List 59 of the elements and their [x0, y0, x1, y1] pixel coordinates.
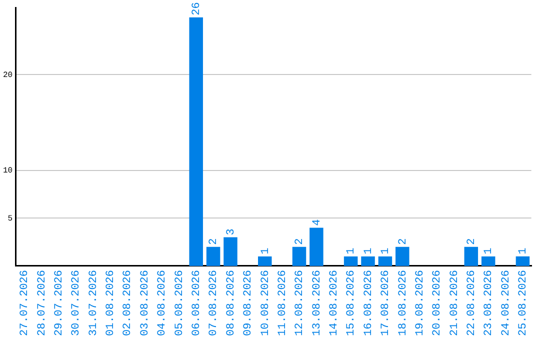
- x-tick-label: 02.08.2026: [122, 270, 134, 336]
- data-label: 2: [208, 238, 220, 245]
- data-label: 2: [397, 238, 410, 245]
- x-tick-label: 23.08.2026: [483, 270, 496, 336]
- x-tick-label: 05.08.2026: [174, 270, 186, 336]
- x-tick-label: 30.07.2026: [70, 270, 83, 336]
- x-tick-label: 14.08.2026: [328, 270, 341, 336]
- x-tick-label: 11.08.2026: [276, 270, 289, 336]
- data-label: 1: [380, 247, 392, 254]
- x-tick-label: 16.08.2026: [362, 270, 375, 336]
- data-label: 4: [311, 218, 324, 226]
- x-tick-label: 03.08.2026: [139, 270, 152, 336]
- x-tick-label: 10.08.2026: [260, 270, 272, 336]
- bar: [344, 256, 358, 266]
- x-tick-label: 15.08.2026: [346, 270, 358, 336]
- bar: [206, 246, 220, 266]
- x-tick-label: 21.08.2026: [448, 270, 461, 336]
- data-label: 1: [362, 247, 375, 254]
- x-tick-label: 27.07.2026: [19, 270, 32, 336]
- bar: [481, 256, 496, 266]
- data-label: 2: [294, 238, 306, 245]
- bar: [310, 228, 324, 266]
- data-label: 1: [483, 247, 496, 254]
- bar: [516, 256, 530, 266]
- x-tick-label: 28.07.2026: [36, 270, 48, 336]
- y-tick-label: 5: [8, 214, 13, 224]
- x-tick-label: 18.08.2026: [397, 270, 410, 336]
- y-tick-label: 10: [2, 166, 13, 176]
- data-label: 1: [346, 247, 358, 254]
- x-tick-label: 01.08.2026: [105, 270, 118, 336]
- x-tick-label: 22.08.2026: [466, 270, 478, 336]
- x-tick-label: 31.07.2026: [88, 270, 100, 336]
- x-tick-label: 24.08.2026: [500, 270, 512, 336]
- x-tick-label: 20.08.2026: [432, 270, 444, 336]
- x-tick-label: 19.08.2026: [414, 270, 426, 336]
- bar: [224, 237, 238, 266]
- x-tick-label: 09.08.2026: [242, 270, 255, 336]
- bar: [378, 256, 392, 266]
- x-tick-label: 25.08.2026: [518, 270, 530, 336]
- x-tick-label: 29.07.2026: [53, 270, 66, 336]
- bar: [258, 256, 272, 266]
- x-tick-label: 04.08.2026: [156, 270, 169, 336]
- x-tick-label: 08.08.2026: [225, 270, 238, 336]
- data-label: 3: [225, 228, 238, 236]
- x-tick-label: 06.08.2026: [191, 270, 204, 336]
- data-label: 2: [466, 238, 478, 245]
- x-tick-label: 07.08.2026: [208, 270, 220, 336]
- bar: [464, 246, 478, 266]
- data-label: 1: [260, 247, 272, 254]
- bar: [189, 17, 203, 266]
- x-tick-label: 13.08.2026: [311, 270, 324, 336]
- bar: [292, 246, 306, 266]
- bar: [396, 246, 410, 266]
- x-tick-label: 12.08.2026: [294, 270, 306, 336]
- data-label: 26: [191, 2, 204, 16]
- y-tick-label: 20: [2, 70, 13, 80]
- bar: [361, 256, 375, 266]
- data-label: 1: [518, 247, 530, 254]
- x-tick-label: 17.08.2026: [380, 270, 392, 336]
